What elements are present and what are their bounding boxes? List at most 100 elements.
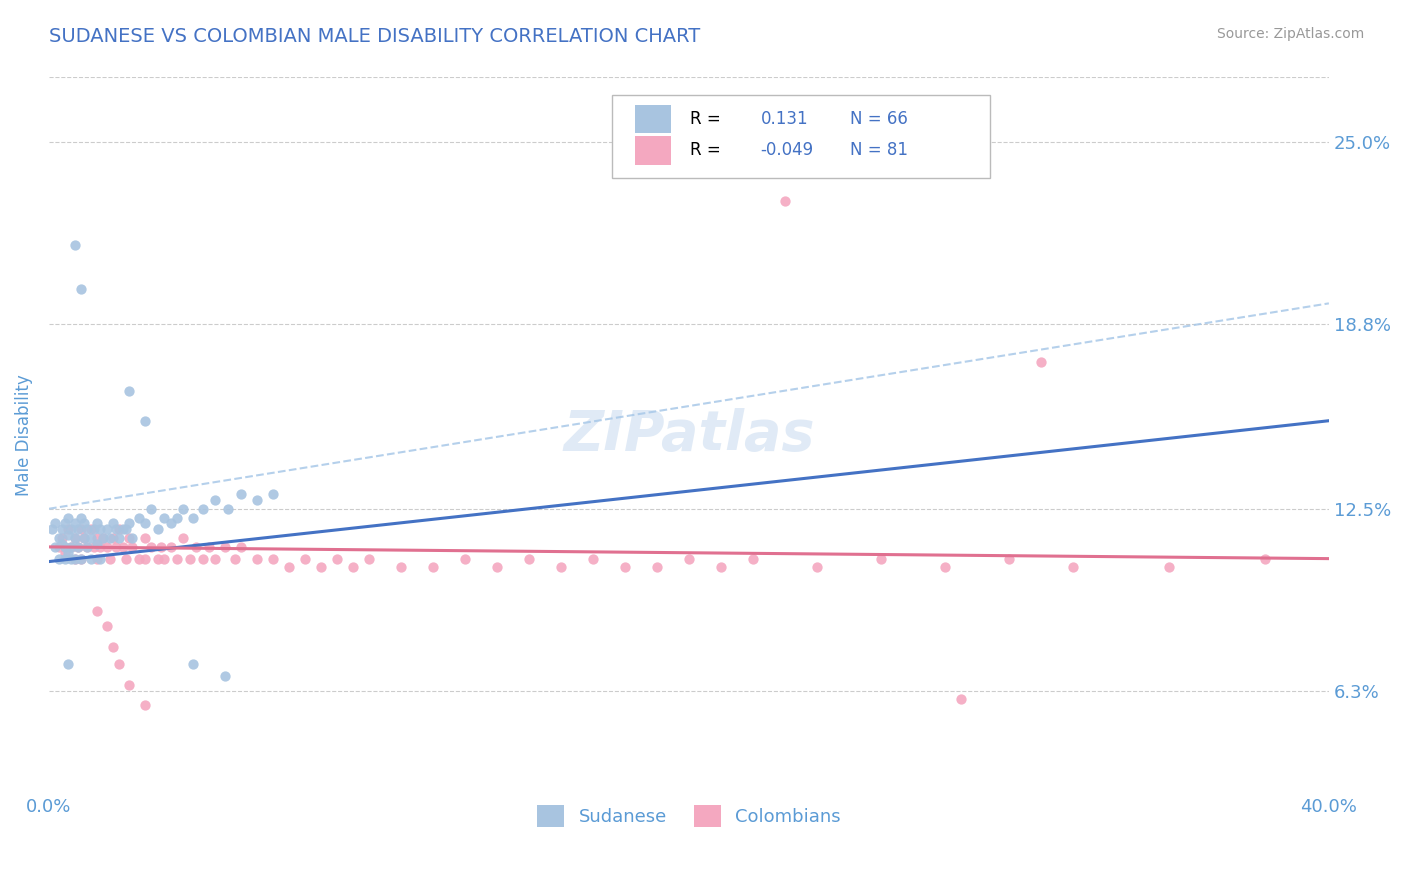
Point (108, 657, 131, 672)
Point (710, 560, 733, 574)
Point (56, 546, 79, 560)
Point (128, 551, 150, 566)
Point (73, 531, 96, 545)
Point (53, 551, 76, 566)
Point (342, 560, 364, 574)
Point (76, 540, 98, 554)
Text: R =: R = (690, 142, 721, 160)
Point (181, 510, 204, 524)
Point (214, 540, 236, 554)
Point (60, 540, 83, 554)
Point (44, 516, 66, 531)
Point (118, 384, 141, 399)
Point (105, 522, 128, 536)
Point (70, 551, 93, 566)
Point (76, 540, 98, 554)
Point (79, 551, 101, 566)
Point (70, 510, 93, 524)
Point (53, 540, 76, 554)
Point (73, 516, 96, 531)
Point (246, 551, 269, 566)
Point (41, 522, 63, 536)
Point (114, 551, 136, 566)
Point (149, 540, 172, 554)
Point (108, 522, 131, 536)
Point (83, 540, 105, 554)
Point (146, 522, 169, 536)
Point (101, 516, 124, 531)
Point (198, 540, 221, 554)
Point (60, 540, 83, 554)
Point (51, 531, 73, 545)
Legend: Sudanese, Colombians: Sudanese, Colombians (530, 798, 848, 834)
Point (550, 560, 572, 574)
Point (108, 531, 131, 545)
Point (48, 531, 70, 545)
Y-axis label: Male Disability: Male Disability (15, 375, 32, 496)
Point (159, 540, 181, 554)
Point (262, 487, 284, 501)
Point (179, 551, 201, 566)
Point (114, 522, 136, 536)
Point (134, 414, 156, 428)
Point (645, 560, 668, 574)
Point (56, 510, 79, 524)
Point (229, 487, 252, 501)
Point (53, 516, 76, 531)
Point (111, 540, 134, 554)
Text: R =: R = (690, 110, 721, 128)
Point (98, 551, 121, 566)
Point (870, 551, 893, 566)
Point (66, 540, 89, 554)
Point (172, 501, 194, 516)
Point (613, 560, 636, 574)
Text: N = 81: N = 81 (851, 142, 908, 160)
Point (44, 540, 66, 554)
Point (742, 551, 765, 566)
Point (146, 551, 169, 566)
Point (111, 522, 134, 536)
Point (134, 698, 156, 713)
Point (118, 516, 141, 531)
Point (86, 551, 108, 566)
Point (224, 551, 246, 566)
Point (63, 237, 86, 252)
Point (83, 522, 105, 536)
Point (70, 551, 93, 566)
Point (934, 560, 956, 574)
Point (105, 540, 128, 554)
Point (166, 551, 188, 566)
Point (86, 531, 108, 545)
Point (63, 551, 86, 566)
Point (172, 531, 194, 545)
Point (96, 540, 118, 554)
Point (134, 531, 156, 545)
Point (485, 560, 508, 574)
Point (121, 531, 143, 545)
Point (582, 551, 605, 566)
Point (86, 537, 108, 551)
Point (60, 551, 83, 566)
Point (51, 522, 73, 536)
Point (166, 510, 188, 524)
Point (79, 522, 101, 536)
Point (181, 657, 204, 672)
Point (998, 551, 1021, 566)
Point (56, 528, 79, 542)
Point (121, 540, 143, 554)
Point (63, 531, 86, 545)
FancyBboxPatch shape (636, 136, 671, 165)
Point (326, 551, 349, 566)
Point (70, 522, 93, 536)
Point (89, 540, 111, 554)
Point (89, 551, 111, 566)
Point (134, 551, 156, 566)
Point (93, 531, 115, 545)
Point (128, 510, 150, 524)
Text: SUDANESE VS COLOMBIAN MALE DISABILITY CORRELATION CHART: SUDANESE VS COLOMBIAN MALE DISABILITY CO… (49, 27, 700, 45)
Point (141, 501, 163, 516)
Point (66, 540, 89, 554)
Point (229, 540, 252, 554)
Point (262, 551, 284, 566)
Point (56, 657, 79, 672)
